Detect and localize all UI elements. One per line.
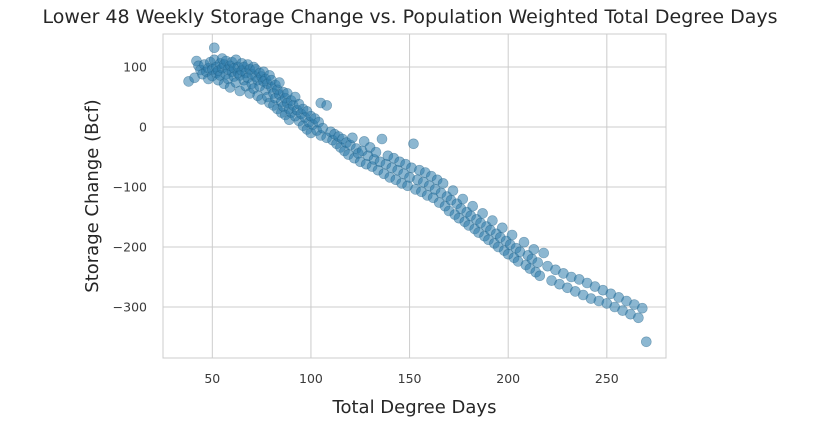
data-point (437, 178, 449, 189)
data-point (370, 146, 382, 158)
data-points (183, 42, 652, 348)
x-tick-label: 50 (204, 371, 220, 386)
data-point (447, 185, 459, 196)
data-point (532, 257, 544, 268)
data-point (457, 193, 469, 205)
y-tick-label: 100 (123, 60, 147, 75)
plot-frame (162, 33, 667, 359)
y-tick-label: −200 (113, 240, 147, 255)
data-point (640, 336, 652, 348)
y-axis-title: Storage Change (Bcf) (82, 99, 103, 292)
data-point (528, 244, 540, 255)
data-point (538, 247, 550, 259)
data-point (633, 312, 644, 324)
data-point (506, 229, 518, 241)
data-point (636, 302, 648, 314)
tick-labels: 50 100 150 200 250 100 0 −100 −200 −300 (113, 60, 619, 387)
data-point (487, 215, 498, 226)
data-point (321, 100, 333, 111)
data-point (477, 208, 488, 219)
x-tick-label: 200 (496, 371, 520, 386)
x-tick-label: 250 (595, 371, 619, 386)
data-point (518, 236, 530, 248)
data-point (496, 222, 508, 234)
data-point (408, 138, 419, 150)
x-tick-label: 100 (299, 371, 323, 386)
data-point (347, 132, 358, 144)
grid-lines (163, 34, 666, 358)
data-point (534, 270, 546, 282)
data-point (376, 133, 388, 145)
data-point (467, 200, 479, 212)
chart-title: Lower 48 Weekly Storage Change vs. Popul… (42, 6, 778, 28)
y-tick-label: 0 (139, 120, 147, 135)
x-tick-label: 150 (398, 371, 422, 386)
y-tick-label: −100 (113, 180, 147, 195)
x-axis-title: Total Degree Days (332, 397, 497, 418)
y-tick-label: −300 (113, 300, 147, 315)
data-point (209, 42, 220, 54)
data-point (274, 77, 285, 88)
